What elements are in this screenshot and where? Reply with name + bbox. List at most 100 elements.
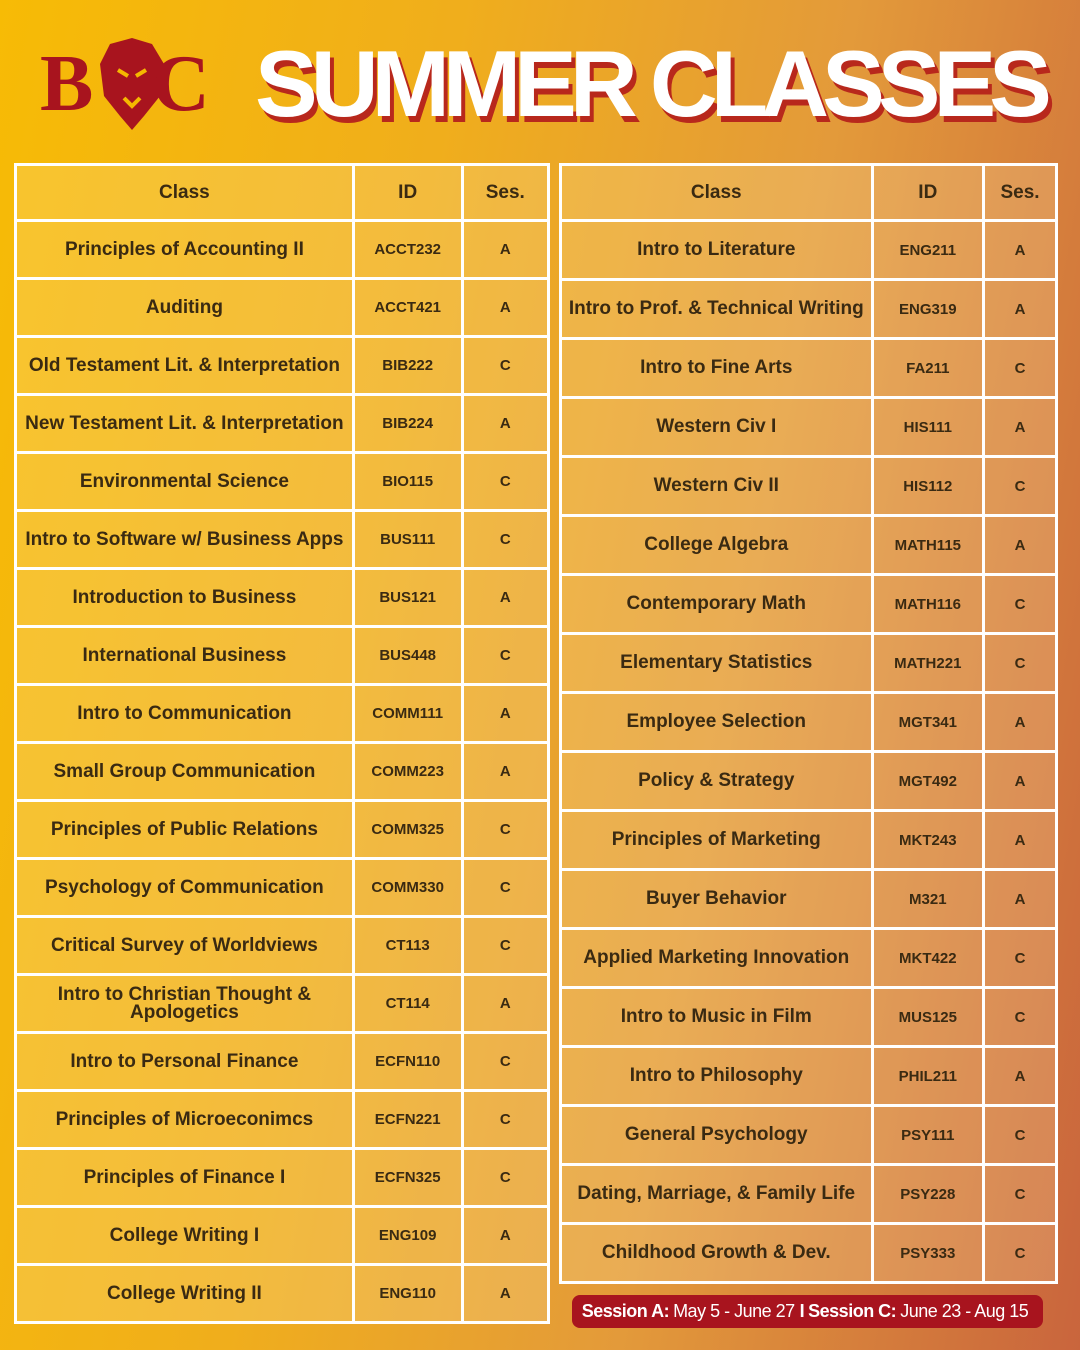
session: A — [982, 514, 1058, 576]
session: C — [460, 857, 551, 918]
class-name: Principles of Finance I — [14, 1147, 355, 1208]
class-id: MUS125 — [870, 986, 986, 1048]
session: C — [460, 1031, 551, 1092]
class-name: Childhood Growth & Dev. — [559, 1222, 874, 1284]
class-row: Critical Survey of Worldviews CT113 C — [14, 915, 551, 976]
class-name: College Writing I — [14, 1205, 355, 1266]
class-name: Intro to Personal Finance — [14, 1031, 355, 1092]
class-row: Intro to Fine Arts FA211 C — [559, 337, 1058, 399]
session: A — [460, 219, 551, 280]
class-id: COMM325 — [351, 799, 464, 860]
class-id: HIS111 — [870, 396, 986, 458]
class-row: Western Civ II HIS112 C — [559, 455, 1058, 517]
class-row: Principles of Marketing MKT243 A — [559, 809, 1058, 871]
class-id: COMM330 — [351, 857, 464, 918]
title: SUMMER CLASSES — [255, 31, 1052, 136]
session: A — [460, 1205, 551, 1266]
class-id: ECFN221 — [351, 1089, 464, 1150]
class-name: Western Civ I — [559, 396, 874, 458]
session: A — [460, 393, 551, 454]
class-row: Environmental Science BIO115 C — [14, 451, 551, 512]
session-dates: May 5 - June 27 — [673, 1301, 795, 1321]
class-name: Applied Marketing Innovation — [559, 927, 874, 989]
class-row: College Writing II ENG110 A — [14, 1263, 551, 1324]
class-row: College Writing I ENG109 A — [14, 1205, 551, 1266]
class-table: Class ID Ses. Intro to Literature ENG211 A Int… — [559, 163, 1058, 1284]
class-name: Employee Selection — [559, 691, 874, 753]
class-row: Intro to Music in Film MUS125 C — [559, 986, 1058, 1048]
class-row: Intro to Communication COMM111 A — [14, 683, 551, 744]
class-id: PHIL211 — [870, 1045, 986, 1107]
class-row: Principles of Accounting II ACCT232 A — [14, 219, 551, 280]
class-row: Employee Selection MGT341 A — [559, 691, 1058, 753]
class-id: MATH115 — [870, 514, 986, 576]
class-row: Principles of Public Relations COMM325 C — [14, 799, 551, 860]
logo: B C — [40, 38, 210, 130]
session-label: Session C: — [808, 1301, 897, 1321]
class-row: Principles of Finance I ECFN325 C — [14, 1147, 551, 1208]
class-id: MKT243 — [870, 809, 986, 871]
class-id: ENG109 — [351, 1205, 464, 1266]
class-name: Contemporary Math — [559, 573, 874, 635]
class-id: ACCT421 — [351, 277, 464, 338]
class-id: HIS112 — [870, 455, 986, 517]
class-name: Elementary Statistics — [559, 632, 874, 694]
session: C — [460, 1089, 551, 1150]
session: A — [982, 868, 1058, 930]
session: C — [982, 632, 1058, 694]
class-name: College Algebra — [559, 514, 874, 576]
session: A — [460, 277, 551, 338]
session: C — [982, 927, 1058, 989]
class-row: Childhood Growth & Dev. PSY333 C — [559, 1222, 1058, 1284]
class-name: Intro to Literature — [559, 219, 874, 281]
class-row: Elementary Statistics MATH221 C — [559, 632, 1058, 694]
session: C — [982, 337, 1058, 399]
session-dates: June 23 - Aug 15 — [900, 1301, 1029, 1321]
logo-letter: C — [152, 40, 210, 128]
session: A — [460, 1263, 551, 1324]
session: C — [982, 986, 1058, 1048]
class-row: Intro to Philosophy PHIL211 A — [559, 1045, 1058, 1107]
class-name: Intro to Communication — [14, 683, 355, 744]
class-id: BIO115 — [351, 451, 464, 512]
class-name: New Testament Lit. & Interpretation — [14, 393, 355, 454]
class-row: Intro to Software w/ Business Apps BUS111… — [14, 509, 551, 570]
class-name: Intro to Prof. & Technical Writing — [559, 278, 874, 340]
session: C — [460, 1147, 551, 1208]
class-id: BUS111 — [351, 509, 464, 570]
class-name: Intro to Fine Arts — [559, 337, 874, 399]
class-row: General Psychology PSY111 C — [559, 1104, 1058, 1166]
lion-face — [116, 68, 148, 109]
class-name: Buyer Behavior — [559, 868, 874, 930]
class-id: COMM111 — [351, 683, 464, 744]
session: C — [982, 1222, 1058, 1284]
class-id: ENG110 — [351, 1263, 464, 1324]
session: C — [460, 509, 551, 570]
session: A — [460, 683, 551, 744]
session: A — [982, 396, 1058, 458]
session: A — [982, 691, 1058, 753]
session: A — [982, 750, 1058, 812]
class-name: Psychology of Communication — [14, 857, 355, 918]
session: C — [982, 455, 1058, 517]
session: A — [460, 567, 551, 628]
class-row: Buyer Behavior M321 A — [559, 868, 1058, 930]
class-row: Auditing ACCT421 A — [14, 277, 551, 338]
class-row: Psychology of Communication COMM330 C — [14, 857, 551, 918]
class-row: Dating, Marriage, & Family Life PSY228 C — [559, 1163, 1058, 1225]
class-name: Intro to Music in Film — [559, 986, 874, 1048]
class-name: Principles of Microeconimcs — [14, 1089, 355, 1150]
class-id: BIB224 — [351, 393, 464, 454]
class-name: Auditing — [14, 277, 355, 338]
class-row: Intro to Literature ENG211 A — [559, 219, 1058, 281]
lion-icon — [100, 38, 164, 130]
class-id: CT114 — [351, 973, 464, 1034]
class-name: Intro to Christian Thought & Apologetics — [14, 973, 355, 1034]
column-header: ID — [351, 163, 464, 222]
session: A — [460, 973, 551, 1034]
class-id: BUS448 — [351, 625, 464, 686]
class-row: Old Testament Lit. & Interpretation BIB22… — [14, 335, 551, 396]
column-header: Ses. — [982, 163, 1058, 222]
class-id: MGT492 — [870, 750, 986, 812]
class-name: Intro to Software w/ Business Apps — [14, 509, 355, 570]
